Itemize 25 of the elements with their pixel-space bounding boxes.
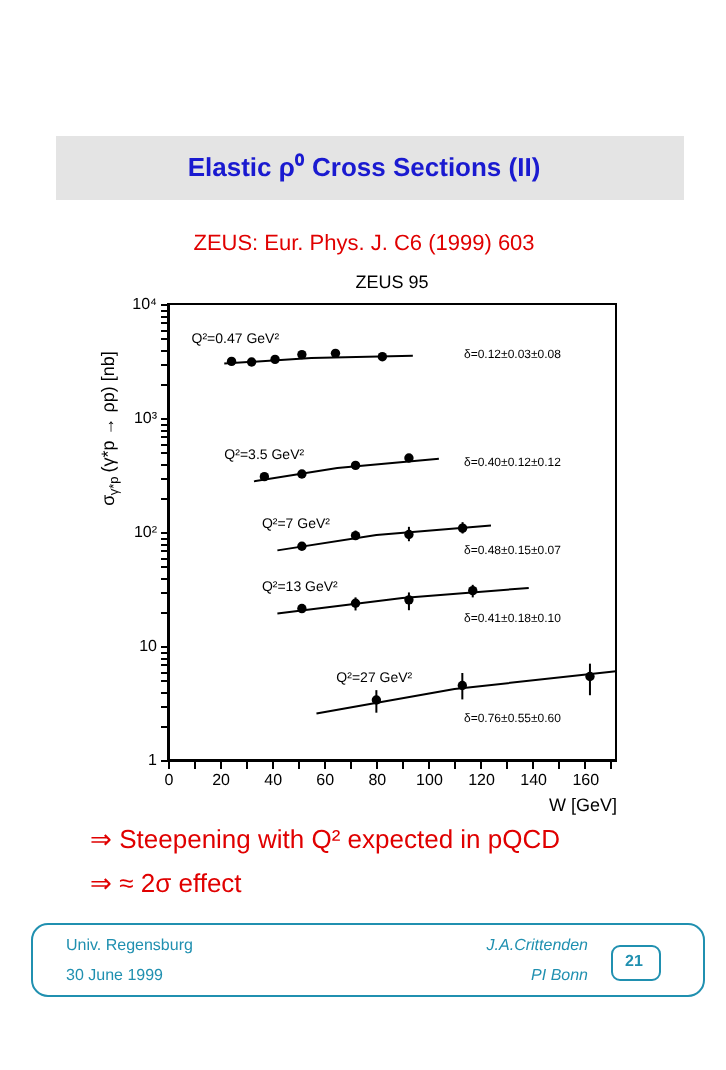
text: Univ. Regensburg xyxy=(66,936,193,954)
y-tick-label: 10³ xyxy=(133,409,158,427)
y-tick-label: 10 xyxy=(139,637,159,655)
x-tick-label: 140 xyxy=(520,771,549,789)
chart-title: Elastic ρ⁰ Cross Sections (II) xyxy=(187,152,541,182)
text: 21 xyxy=(625,952,644,970)
text: ⇒ Steepening with Q² expected in pQCD xyxy=(90,824,561,854)
x-tick-label: 60 xyxy=(316,771,336,789)
text: PI Bonn xyxy=(531,966,590,984)
text: 30 June 1999 xyxy=(66,966,165,984)
x-tick-label: 40 xyxy=(264,771,284,789)
text: ZEUS 95 xyxy=(355,272,429,292)
x-tick-label: 80 xyxy=(368,771,388,789)
x-tick-label: 160 xyxy=(572,771,601,789)
x-axis-title: W [GeV] xyxy=(548,795,617,815)
x-tick-label: 0 xyxy=(164,771,175,789)
text: J.A.Crittenden xyxy=(484,936,590,954)
y-tick-label: 1 xyxy=(148,751,159,769)
chart-subtitle: ZEUS: Eur. Phys. J. C6 (1999) 603 xyxy=(193,232,535,256)
y-tick-label: 10² xyxy=(133,523,158,541)
x-tick-label: 20 xyxy=(212,771,232,789)
y-tick-label: 10⁴ xyxy=(132,295,159,313)
text: ⇒ ≈ 2σ effect xyxy=(90,868,243,898)
x-tick-label: 120 xyxy=(468,771,496,789)
x-tick-label: 100 xyxy=(416,771,444,789)
